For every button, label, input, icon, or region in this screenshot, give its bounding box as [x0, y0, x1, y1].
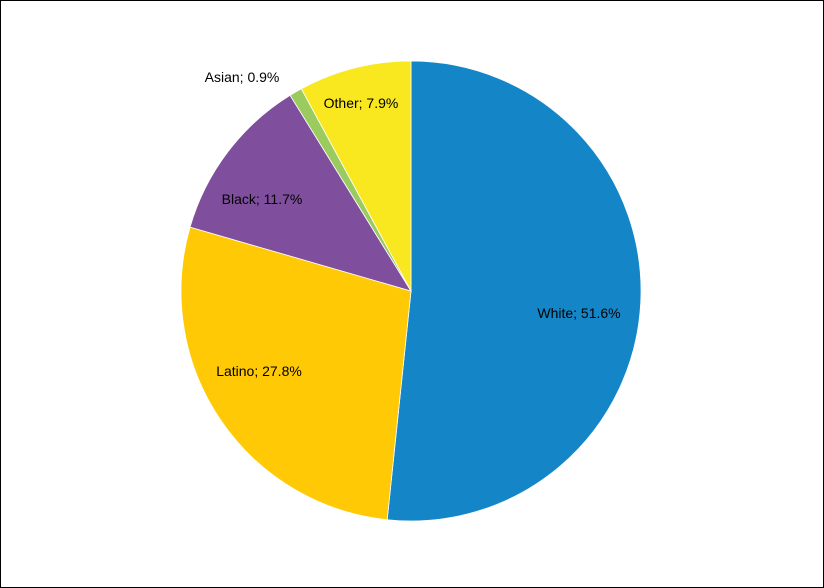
pie-slice-latino [180, 226, 412, 521]
slice-label-latino: Latino; 27.8% [216, 363, 302, 379]
pie-slice-white [386, 60, 642, 522]
slice-label-white: White; 51.6% [537, 305, 620, 321]
slice-label-black: Black; 11.7% [222, 191, 303, 207]
pie-slice-other [300, 60, 412, 292]
pie-slices [180, 60, 642, 522]
pie-slice-black [189, 94, 412, 292]
slice-label-other: Other; 7.9% [324, 95, 399, 111]
slice-label-asian: Asian; 0.9% [205, 69, 280, 85]
pie-labels: White; 51.6% Latino; 27.8% Black; 11.7% Asi… [205, 69, 621, 379]
